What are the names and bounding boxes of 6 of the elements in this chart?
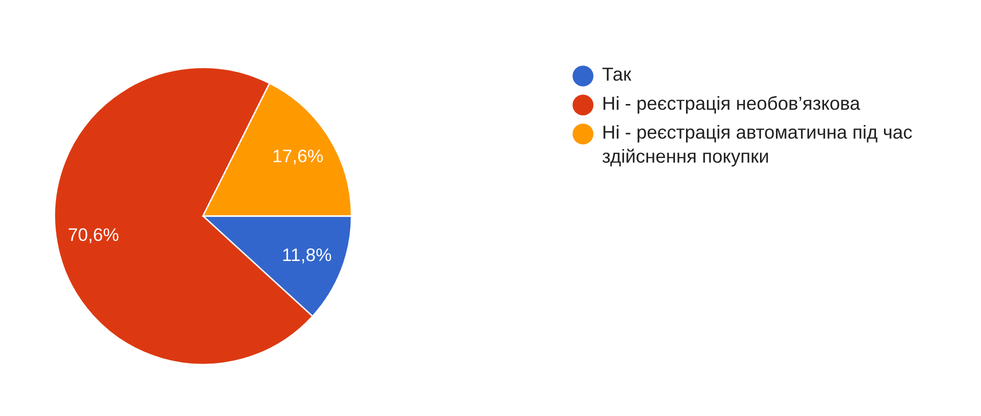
legend-label: Так — [602, 68, 632, 81]
legend-label: Ні - реєстрація автоматична під час здійснення покупки — [602, 125, 912, 167]
legend-label: Ні - реєстрація необов’язкова — [604, 96, 860, 114]
data-label: 70,6% — [68, 228, 118, 244]
data-label: 11,8% — [283, 248, 332, 264]
data-label: 17,6% — [274, 150, 323, 164]
